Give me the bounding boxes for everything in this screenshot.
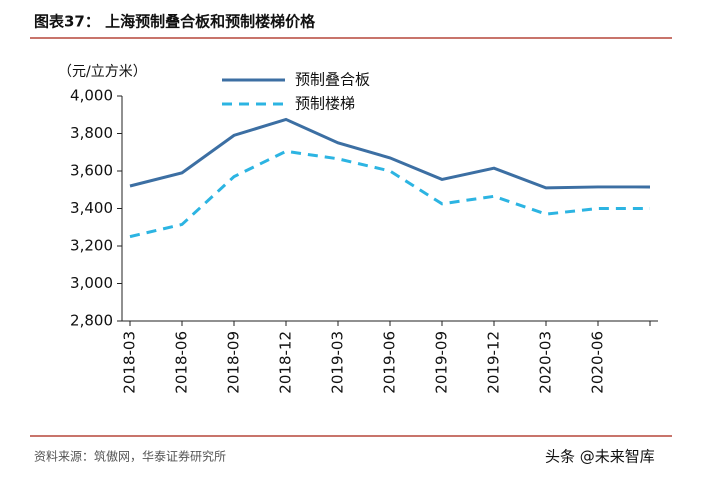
legend-label: 预制叠合板 (295, 71, 370, 89)
series-line (129, 149, 650, 239)
legend-label: 预制楼梯 (295, 95, 355, 113)
y-tick-label: 3,800 (70, 124, 113, 142)
x-tick-label: 2018-06 (173, 331, 191, 394)
y-tick-label: 3,200 (70, 237, 113, 255)
y-tick-label: 3,600 (70, 162, 113, 180)
y-tick-label: 4,000 (70, 87, 113, 105)
x-tick-label: 2019-06 (381, 331, 399, 394)
y-tick-label: 3,000 (70, 274, 113, 292)
x-tick-label: 2019-03 (329, 331, 347, 394)
x-tick-label: 2018-12 (277, 331, 295, 394)
x-tick-label: 2018-03 (121, 331, 139, 394)
x-tick-label: 2018-09 (225, 331, 243, 394)
x-tick-label: 2020-06 (589, 331, 607, 394)
x-tick-label: 2019-09 (433, 331, 451, 394)
source: 资料来源：筑傲网，华泰证券研究所 (34, 449, 226, 464)
x-tick-label: 2020-03 (537, 331, 555, 394)
y-axis-label: （元/立方米） (58, 64, 147, 80)
watermark: 头条 @未来智库 (545, 448, 655, 466)
y-tick-label: 2,800 (70, 312, 113, 330)
series-line (129, 117, 650, 190)
x-tick-label: 2019-12 (485, 331, 503, 394)
y-tick-label: 3,400 (70, 199, 113, 217)
chart-title: 图表37： 上海预制叠合板和预制楼梯价格 (34, 13, 316, 31)
